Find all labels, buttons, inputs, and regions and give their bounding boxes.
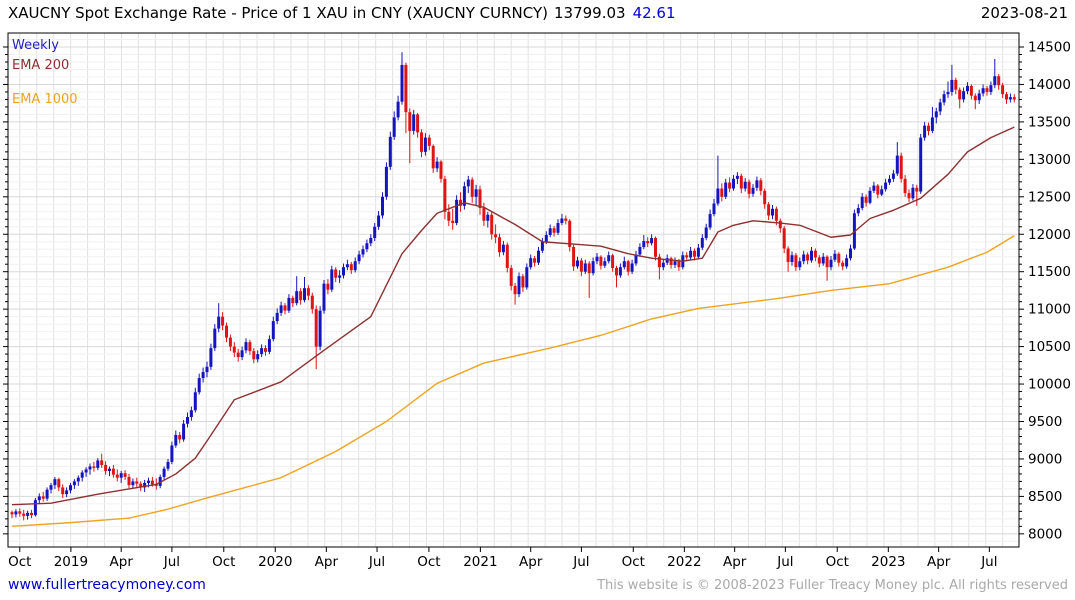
- svg-text:10500: 10500: [1028, 339, 1071, 355]
- chart-area: 8000 8500 9000 9500 10000 10500 11000 11500 1200…: [3, 32, 1071, 570]
- svg-text:2021: 2021: [463, 554, 497, 570]
- svg-text:Jul: Jul: [776, 554, 793, 570]
- svg-text:Jul: Jul: [368, 554, 385, 570]
- svg-text:Apr: Apr: [723, 554, 747, 570]
- chart-date: 2023-08-21: [980, 4, 1068, 22]
- svg-text:13000: 13000: [1028, 152, 1071, 168]
- svg-text:2022: 2022: [667, 554, 701, 570]
- svg-text:11500: 11500: [1028, 264, 1071, 280]
- svg-text:9000: 9000: [1028, 451, 1062, 467]
- svg-text:Jul: Jul: [163, 554, 180, 570]
- svg-text:12500: 12500: [1028, 189, 1071, 205]
- svg-text:2020: 2020: [258, 554, 292, 570]
- svg-text:8000: 8000: [1028, 526, 1062, 542]
- svg-text:14500: 14500: [1028, 40, 1071, 56]
- legend-ema1000-label: EMA 1000: [12, 92, 78, 107]
- legend-item-weekly: Weekly: [12, 39, 59, 52]
- svg-text:10000: 10000: [1028, 377, 1071, 393]
- footer-bar: www.fullertreacymoney.com This website i…: [8, 577, 1068, 593]
- svg-text:Oct: Oct: [826, 554, 849, 570]
- svg-text:13500: 13500: [1028, 114, 1071, 130]
- chart-title: XAUCNY Spot Exchange Rate - Price of 1 X…: [8, 4, 548, 22]
- svg-text:Apr: Apr: [519, 554, 543, 570]
- svg-text:14000: 14000: [1028, 77, 1071, 93]
- svg-text:8500: 8500: [1028, 489, 1062, 505]
- legend-ema200-label: EMA 200: [12, 58, 70, 73]
- title-bar: XAUCNY Spot Exchange Rate - Price of 1 X…: [8, 4, 1068, 22]
- svg-text:Apr: Apr: [110, 554, 134, 570]
- legend-item-ema1000: EMA 1000: [12, 93, 78, 106]
- footer-site-link[interactable]: www.fullertreacymoney.com: [8, 577, 206, 593]
- svg-text:Apr: Apr: [927, 554, 951, 570]
- svg-text:Apr: Apr: [315, 554, 339, 570]
- svg-text:11000: 11000: [1028, 302, 1071, 318]
- change-value: 42.61: [632, 4, 676, 22]
- svg-text:Oct: Oct: [212, 554, 235, 570]
- legend-item-ema200: EMA 200: [12, 59, 69, 72]
- svg-text:12000: 12000: [1028, 227, 1071, 243]
- svg-text:Oct: Oct: [417, 554, 440, 570]
- svg-text:Jul: Jul: [572, 554, 589, 570]
- svg-text:9500: 9500: [1028, 414, 1062, 430]
- last-price: 13799.03: [553, 4, 626, 22]
- svg-text:Oct: Oct: [8, 554, 31, 570]
- svg-text:Jul: Jul: [980, 554, 997, 570]
- price-chart: 8000 8500 9000 9500 10000 10500 11000 11500 1200…: [3, 32, 1071, 570]
- footer-copyright: This website is © 2008-2023 Fuller Treac…: [597, 578, 1068, 593]
- legend-weekly-label: Weekly: [12, 38, 59, 53]
- svg-text:2023: 2023: [871, 554, 905, 570]
- svg-text:2019: 2019: [54, 554, 88, 570]
- svg-text:Oct: Oct: [622, 554, 645, 570]
